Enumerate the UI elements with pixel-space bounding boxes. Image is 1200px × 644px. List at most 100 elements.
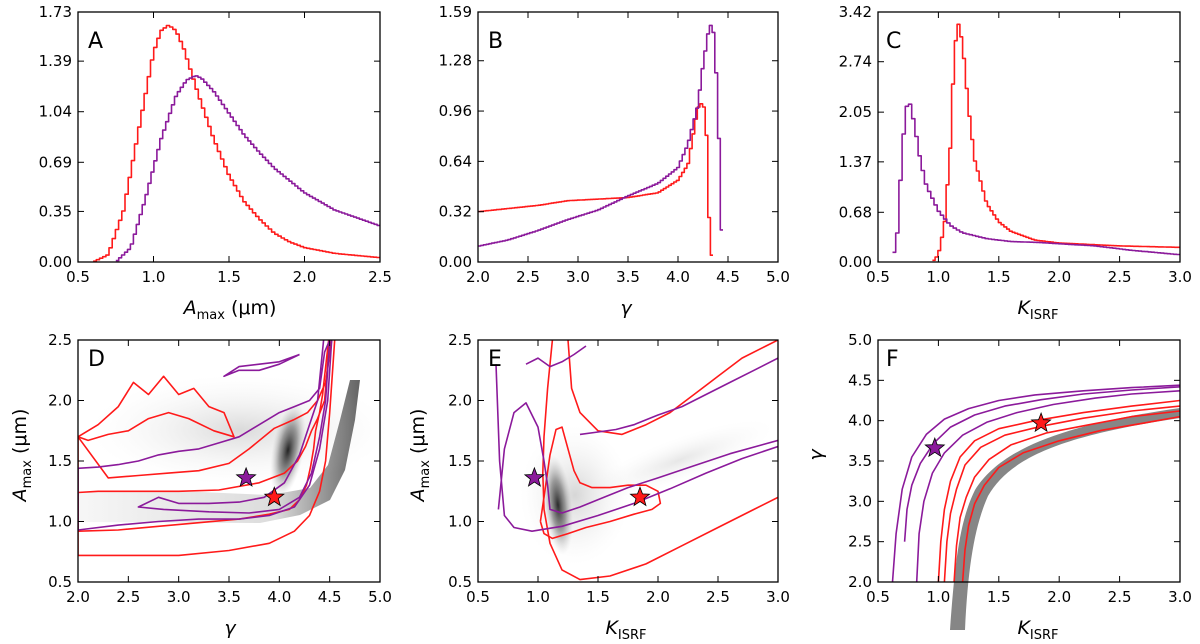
panel-e-x-label-main: K (605, 617, 619, 639)
panel-e-y-label-unit: (μm) (407, 409, 429, 460)
panel-d-y-tick-label: 1.5 (48, 452, 72, 470)
panel-a-frame (77, 11, 381, 263)
panel-c-y-tick-label: 2.05 (839, 103, 872, 121)
panel-f-red-4-line (961, 415, 1180, 582)
panel-a-x-label-sub: max (197, 308, 226, 323)
panel-a-x-label-main: A (182, 297, 197, 319)
panel-c-y-tick-label: 0.68 (839, 203, 872, 221)
panel-d-purple-inner-line (137, 340, 331, 514)
panel-b-red-line (478, 103, 713, 256)
panel-a-x-tick-label: 2.0 (293, 268, 317, 286)
panel-d-letter: D (88, 347, 105, 372)
panel-d-x-tick-label: 2.0 (66, 588, 90, 606)
panel-b-purple-line (478, 24, 723, 247)
panel-d-y-label-sub: max (20, 460, 35, 489)
panel-e-x-tick-label: 1.0 (526, 588, 550, 606)
panel-a-red-line (93, 24, 380, 262)
panel-f-red-3-line (953, 410, 1180, 582)
panel-d-y-label-unit: (μm) (9, 409, 31, 460)
panel-c-frame (877, 11, 1181, 263)
panel-a-y-tick-label: 0.35 (39, 202, 72, 220)
panel-a-y-tick-label: 1.73 (39, 3, 72, 21)
panel-b-x-tick-label: 3.5 (616, 268, 640, 286)
panel-b-series-group (478, 24, 723, 256)
panel-e-series-group (495, 340, 778, 581)
panel-d-x-tick-label: 4.5 (318, 588, 342, 606)
panel-f-y-tick-label: 4.5 (848, 371, 872, 389)
panel-f-x-label-sub: ISRF (1030, 628, 1059, 643)
panel-d-y-label: Amax (μm) (9, 409, 35, 504)
panel-e-purple-outer-line (495, 364, 778, 532)
panel-e-density-tail (585, 420, 775, 500)
panel-f-purple-1-line (891, 384, 1180, 582)
panel-d-purple-top-line (223, 353, 300, 378)
panel-b-x-tick-label: 5.0 (766, 268, 790, 286)
panel-e-y-label: Amax (μm) (407, 409, 433, 504)
panel-e-x-tick-label: 2.5 (706, 588, 730, 606)
panel-f-plot: 0.5 1.0 1.5 2.0 2.5 3.0 2.0 2.5 3.0 3.5 4.0 4.5 5.0 (848, 331, 1192, 606)
panel-e-density (520, 420, 775, 565)
panel-f-series-group (891, 384, 1180, 582)
panel-c: 0.5 1.0 1.5 2.0 2.5 3.0 0.00 0.68 1.37 2.05 2.74 3.… (839, 3, 1192, 323)
panel-f-y-tick-label: 3.5 (848, 452, 872, 470)
panel-c-x-tick-label: 0.5 (866, 268, 890, 286)
panel-e-plot: 0.5 1.0 1.5 2.0 2.5 3.0 0.5 1.0 1.5 2.0 2.5 (448, 331, 790, 606)
panel-c-x-label-main: K (1017, 297, 1031, 319)
panel-d-plot: 2.0 2.5 3.0 3.5 4.0 4.5 5.0 0.5 1.0 1.5 2.0 2.5 (48, 331, 392, 606)
panel-d-series-group (78, 340, 336, 557)
panel-b-x-label: γ (620, 297, 633, 319)
panel-e-purple-upper-line (579, 357, 778, 436)
panel-d-y-tick-label: 2.5 (48, 331, 72, 349)
panel-c-plot: 0.5 1.0 1.5 2.0 2.5 3.0 0.00 0.68 1.37 2.05 2.74 3.… (839, 3, 1192, 286)
panel-b: 2.0 2.5 3.0 3.5 4.0 4.5 5.0 0.00 0.32 0.64 0.96 1.2… (439, 3, 790, 319)
panel-d-density-band (78, 380, 360, 523)
panel-c-x-tick-label: 3.0 (1168, 268, 1192, 286)
panel-d-purple-star-marker (235, 466, 257, 487)
panel-e-x-label-sub: ISRF (618, 628, 647, 643)
panel-b-y-tick-label: 0.96 (439, 102, 472, 120)
panel-a-y-tick-label: 0.69 (39, 153, 72, 171)
panel-f-frame (877, 339, 1181, 583)
panel-b-x-tick-label: 2.0 (466, 268, 490, 286)
panel-f-purple-3-line (915, 390, 1180, 582)
panel-c-x-tick-label: 1.5 (987, 268, 1011, 286)
panel-f-purple-2-line (903, 386, 1180, 542)
panel-c-y-tick-label: 3.42 (839, 3, 872, 21)
panel-b-x-tick-label: 4.0 (666, 268, 690, 286)
panel-d-y-tick-label: 0.5 (48, 573, 72, 591)
panel-f-density-band (950, 408, 1180, 630)
panel-e-purple-star-marker (523, 466, 545, 487)
panel-f-x-tick-label: 3.0 (1168, 588, 1192, 606)
panel-c-series-group (892, 23, 1180, 262)
panel-f-red-1-line (937, 399, 1180, 582)
panel-a-x-label: Amax (μm) (182, 297, 277, 323)
panel-f-y-label: γ (805, 448, 827, 461)
panel-a: 0.5 1.0 1.5 2.0 2.50.000.350.691.041.391.73 … (39, 3, 392, 323)
panel-d-x-tick-label: 3.5 (217, 588, 241, 606)
panel-e: 0.5 1.0 1.5 2.0 2.5 3.0 0.5 1.0 1.5 2.0 2.5 E KISR… (407, 331, 790, 643)
panel-c-x-tick-label: 2.5 (1108, 268, 1132, 286)
panel-d-red-inner-line (78, 340, 331, 532)
panel-d-y-tick-label: 2.0 (48, 392, 72, 410)
panel-e-x-tick-label: 1.5 (586, 588, 610, 606)
panel-c-y-tick-label: 1.37 (839, 153, 872, 171)
panel-f-y-tick-label: 5.0 (848, 331, 872, 349)
panel-f-x-tick-label: 1.5 (987, 588, 1011, 606)
panel-f-letter: F (886, 347, 899, 372)
panel-a-x-tick-label: 1.0 (142, 268, 166, 286)
panel-d-x-tick-label: 3.0 (167, 588, 191, 606)
panel-f-purple-star-marker (924, 436, 946, 458)
panel-e-letter: E (488, 347, 502, 372)
panel-e-red-star-marker (629, 486, 651, 507)
panel-f-x-tick-label: 2.0 (1047, 588, 1071, 606)
panel-a-y-tick-label: 0.00 (39, 253, 72, 271)
panel-c-x-tick-label: 2.0 (1047, 268, 1071, 286)
panel-e-purple-inner-line (497, 402, 778, 514)
panel-b-y-tick-label: 1.28 (439, 52, 472, 70)
panel-f-y-tick-label: 4.0 (848, 412, 872, 430)
panel-e-purple-top-line (525, 345, 587, 368)
panel-c-x-label-sub: ISRF (1030, 308, 1059, 323)
panel-f-x-tick-label: 1.0 (926, 588, 950, 606)
panel-f-y-tick-label: 2.5 (848, 533, 872, 551)
panel-e-red-outer-line (542, 340, 778, 581)
